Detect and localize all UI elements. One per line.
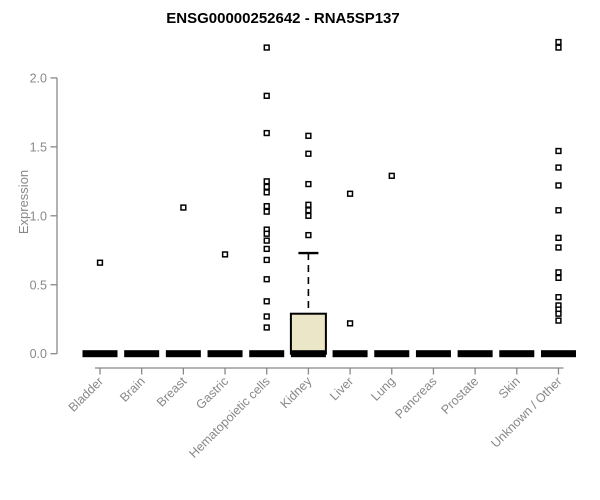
outlier-point bbox=[263, 183, 270, 190]
outlier-point bbox=[263, 44, 270, 51]
outlier-point bbox=[555, 164, 562, 171]
outlier-point bbox=[263, 178, 270, 185]
outlier-point bbox=[555, 310, 562, 317]
outlier-point bbox=[305, 212, 312, 219]
x-tick-label: Skin bbox=[496, 374, 523, 401]
outlier-point bbox=[555, 317, 562, 324]
median-bar bbox=[540, 350, 576, 358]
outlier-point bbox=[555, 294, 562, 301]
outlier-point bbox=[263, 208, 270, 215]
outlier-point bbox=[305, 132, 312, 139]
outlier-point bbox=[263, 276, 270, 283]
outlier-point bbox=[555, 207, 562, 214]
median-bar bbox=[82, 350, 118, 358]
outlier-point bbox=[555, 182, 562, 189]
median-bar bbox=[332, 350, 368, 358]
outlier-point bbox=[263, 298, 270, 305]
outlier-point bbox=[555, 147, 562, 155]
outlier-point bbox=[305, 207, 312, 214]
outlier-point bbox=[263, 189, 270, 196]
x-tick-label: Kidney bbox=[278, 374, 315, 411]
x-tick-label: Prostate bbox=[438, 374, 481, 417]
outlier-point bbox=[388, 172, 395, 179]
x-tick-label: Lung bbox=[368, 374, 398, 404]
median-bar bbox=[415, 350, 451, 358]
outlier-point bbox=[555, 244, 562, 251]
x-tick-label: Liver bbox=[327, 374, 356, 403]
outlier-point bbox=[263, 237, 270, 244]
y-tick-label: 0.0 bbox=[30, 347, 47, 361]
x-tick-label: Unknown / Other bbox=[488, 374, 564, 450]
y-tick-label: 1.0 bbox=[30, 209, 47, 223]
y-tick-label: 2.0 bbox=[30, 71, 47, 85]
chart-title: ENSG00000252642 - RNA5SP137 bbox=[166, 10, 400, 27]
x-tick-label: Breast bbox=[154, 374, 190, 410]
outlier-point bbox=[180, 204, 187, 211]
outlier-point bbox=[221, 251, 229, 258]
median-bar bbox=[290, 350, 326, 358]
outlier-point bbox=[263, 313, 270, 320]
box-iqr bbox=[289, 312, 327, 355]
median-bar bbox=[165, 350, 201, 358]
outlier-point bbox=[263, 245, 270, 253]
median-bar bbox=[499, 350, 535, 358]
outlier-point bbox=[263, 202, 270, 210]
y-tick-label: 0.5 bbox=[30, 278, 47, 292]
outlier-point bbox=[346, 190, 354, 197]
outlier-point bbox=[263, 230, 270, 237]
x-tick-label: Hematopoietic cells bbox=[186, 374, 273, 461]
x-tick-label: Gastric bbox=[193, 374, 231, 412]
outlier-point bbox=[96, 259, 104, 266]
outlier-point bbox=[555, 44, 562, 51]
median-bar bbox=[124, 350, 160, 358]
outlier-point bbox=[555, 38, 562, 46]
outlier-point bbox=[346, 320, 354, 327]
median-bar bbox=[249, 350, 285, 358]
median-bar bbox=[457, 350, 493, 358]
outlier-point bbox=[263, 92, 270, 99]
plot-group: 0.0 0.5 1.0 1.5 2.0 Bladder Brain Breast Gastric… bbox=[30, 38, 576, 461]
outlier-point bbox=[263, 256, 270, 264]
outlier-point bbox=[555, 269, 562, 276]
outlier-point bbox=[305, 201, 312, 208]
y-tick-label: 1.5 bbox=[30, 140, 47, 154]
x-tick-label: Pancreas bbox=[392, 374, 439, 421]
outlier-point bbox=[555, 274, 562, 282]
outlier-point bbox=[305, 231, 312, 239]
outlier-point bbox=[305, 150, 312, 157]
median-bar bbox=[374, 350, 410, 358]
median-bar bbox=[207, 350, 243, 358]
x-tick-label: Bladder bbox=[66, 374, 106, 414]
x-tick-label: Brain bbox=[117, 374, 148, 405]
outlier-point bbox=[305, 180, 312, 188]
outlier-point bbox=[263, 129, 270, 137]
outlier-point bbox=[555, 234, 562, 242]
y-axis-title: Expression bbox=[16, 170, 31, 234]
outlier-point bbox=[263, 324, 270, 331]
